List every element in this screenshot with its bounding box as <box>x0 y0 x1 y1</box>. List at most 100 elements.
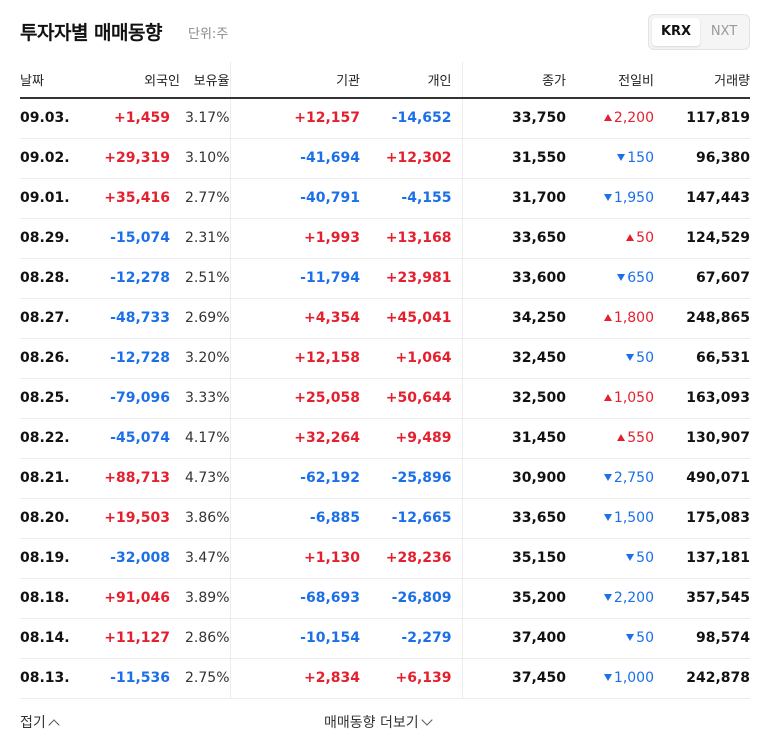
change-cell: 550 <box>566 418 654 459</box>
volume-cell: 98,574 <box>654 618 750 659</box>
foreign-cell: -79,096 <box>72 378 180 419</box>
change-cell: 150 <box>566 138 654 179</box>
change-cell: 2,200 <box>566 578 654 619</box>
header: 투자자별 매매동향 단위:주 KRX NXT <box>20 0 750 62</box>
column-header-date: 날짜 <box>20 62 72 99</box>
table-row: 09.02. +29,319 3.10% -41,694 +12,302 31,550 15… <box>20 138 750 179</box>
close-cell: 31,550 <box>462 138 566 179</box>
date-cell: 08.18. <box>20 578 72 619</box>
tab-krx[interactable]: KRX <box>652 18 700 46</box>
change-cell-value: 1,800 <box>613 310 654 326</box>
individual-cell-value: -2,279 <box>401 630 452 646</box>
foreign-cell: +35,416 <box>72 178 180 219</box>
foreign-cell-value: +91,046 <box>104 590 170 606</box>
table-row: 08.22. -45,074 4.17% +32,264 +9,489 31,450 550… <box>20 418 750 459</box>
date-cell: 08.26. <box>20 338 72 379</box>
close-cell: 33,750 <box>462 98 566 139</box>
individual-cell-value: +50,644 <box>385 390 452 406</box>
volume-cell: 242,878 <box>654 658 750 699</box>
date-cell: 08.22. <box>20 418 72 459</box>
volume-cell-value: 147,443 <box>686 190 750 206</box>
more-trading-label: 매매동향 더보기 <box>324 715 419 731</box>
change-cell-value: 50 <box>636 230 654 246</box>
date-cell-value: 08.29. <box>20 230 70 246</box>
volume-cell-value: 117,819 <box>686 110 750 127</box>
foreign-cell: -32,008 <box>72 538 180 579</box>
date-cell: 08.13. <box>20 658 72 699</box>
date-cell-value: 08.14. <box>20 630 70 646</box>
close-cell-value: 33,750 <box>511 110 566 127</box>
volume-cell-value: 357,545 <box>686 590 750 606</box>
institution-cell-value: +1,993 <box>303 230 360 246</box>
close-cell: 32,450 <box>462 338 566 379</box>
individual-cell-value: -4,155 <box>401 190 452 206</box>
change-cell-value: 50 <box>636 350 654 366</box>
institution-cell-value: -10,154 <box>300 630 360 646</box>
holding-rate-cell-value: 2.75% <box>185 670 230 686</box>
holding-rate-cell: 3.10% <box>180 138 231 179</box>
foreign-cell: -15,074 <box>72 218 180 259</box>
volume-cell: 67,607 <box>654 258 750 299</box>
institution-cell: +2,834 <box>230 658 360 699</box>
tab-nxt[interactable]: NXT <box>710 24 738 39</box>
close-cell-value: 33,650 <box>511 510 566 526</box>
institution-cell-value: -11,794 <box>300 270 360 286</box>
close-cell: 37,450 <box>462 658 566 699</box>
volume-cell-value: 137,181 <box>686 550 750 566</box>
investor-trading-table: 날짜 외국인 보유율 기관 개인 종가 전일비 거래량 09.03. +1,459… <box>20 62 750 699</box>
volume-cell-value: 96,380 <box>695 150 750 166</box>
individual-cell: -2,279 <box>360 618 463 659</box>
volume-cell-value: 163,093 <box>686 390 750 406</box>
foreign-cell-value: -79,096 <box>110 390 170 406</box>
holding-rate-cell: 4.17% <box>180 418 231 459</box>
individual-cell: +6,139 <box>360 658 463 699</box>
volume-cell: 147,443 <box>654 178 750 219</box>
triangle-up-icon <box>603 114 612 122</box>
close-cell-value: 33,650 <box>511 230 566 246</box>
institution-cell: +25,058 <box>230 378 360 419</box>
holding-rate-cell: 2.77% <box>180 178 231 219</box>
table-row: 08.20. +19,503 3.86% -6,885 -12,665 33,650 1,5… <box>20 498 750 539</box>
volume-cell: 96,380 <box>654 138 750 179</box>
date-cell-value: 09.02. <box>20 150 70 166</box>
triangle-up-icon <box>626 234 635 241</box>
volume-cell-value: 130,907 <box>686 430 750 446</box>
foreign-cell: +91,046 <box>72 578 180 619</box>
institution-cell-value: -41,694 <box>300 150 360 166</box>
triangle-down-icon <box>617 154 626 161</box>
holding-rate-cell-value: 3.20% <box>185 350 230 366</box>
date-cell: 08.14. <box>20 618 72 659</box>
individual-cell-value: +23,981 <box>385 270 452 286</box>
volume-cell-value: 175,083 <box>686 510 750 526</box>
foreign-cell-value: +29,319 <box>104 150 170 166</box>
holding-rate-cell: 3.86% <box>180 498 231 539</box>
footer: 접기 매매동향 더보기 <box>20 700 750 744</box>
close-cell-value: 33,600 <box>511 270 566 286</box>
change-cell: 50 <box>566 538 654 579</box>
triangle-down-icon <box>603 674 612 681</box>
foreign-cell: -48,733 <box>72 298 180 339</box>
volume-cell-value: 490,071 <box>686 470 750 486</box>
individual-cell-value: -14,652 <box>391 110 452 127</box>
triangle-up-icon <box>603 394 612 401</box>
triangle-up-icon <box>603 314 612 321</box>
table-row: 08.14. +11,127 2.86% -10,154 -2,279 37,400 50 9… <box>20 618 750 659</box>
holding-rate-cell-value: 2.77% <box>185 190 230 206</box>
institution-cell: -11,794 <box>230 258 360 299</box>
change-cell: 1,000 <box>566 658 654 699</box>
fold-button[interactable]: 접기 <box>20 712 60 732</box>
volume-cell: 117,819 <box>654 98 750 139</box>
individual-cell-value: -26,809 <box>391 590 452 606</box>
column-header-holding-rate: 보유율 <box>180 62 231 99</box>
change-cell: 1,050 <box>566 378 654 419</box>
table-row: 08.27. -48,733 2.69% +4,354 +45,041 34,250 1,8… <box>20 298 750 339</box>
column-header-individual: 개인 <box>360 62 463 99</box>
date-cell-value: 08.22. <box>20 430 70 446</box>
holding-rate-cell-value: 3.33% <box>185 390 230 406</box>
close-cell: 37,400 <box>462 618 566 659</box>
individual-cell: -26,809 <box>360 578 463 619</box>
holding-rate-cell-value: 2.51% <box>185 270 230 286</box>
institution-cell: +1,130 <box>230 538 360 579</box>
more-trading-button[interactable]: 매매동향 더보기 <box>324 712 433 732</box>
change-cell-value: 1,050 <box>613 390 654 406</box>
